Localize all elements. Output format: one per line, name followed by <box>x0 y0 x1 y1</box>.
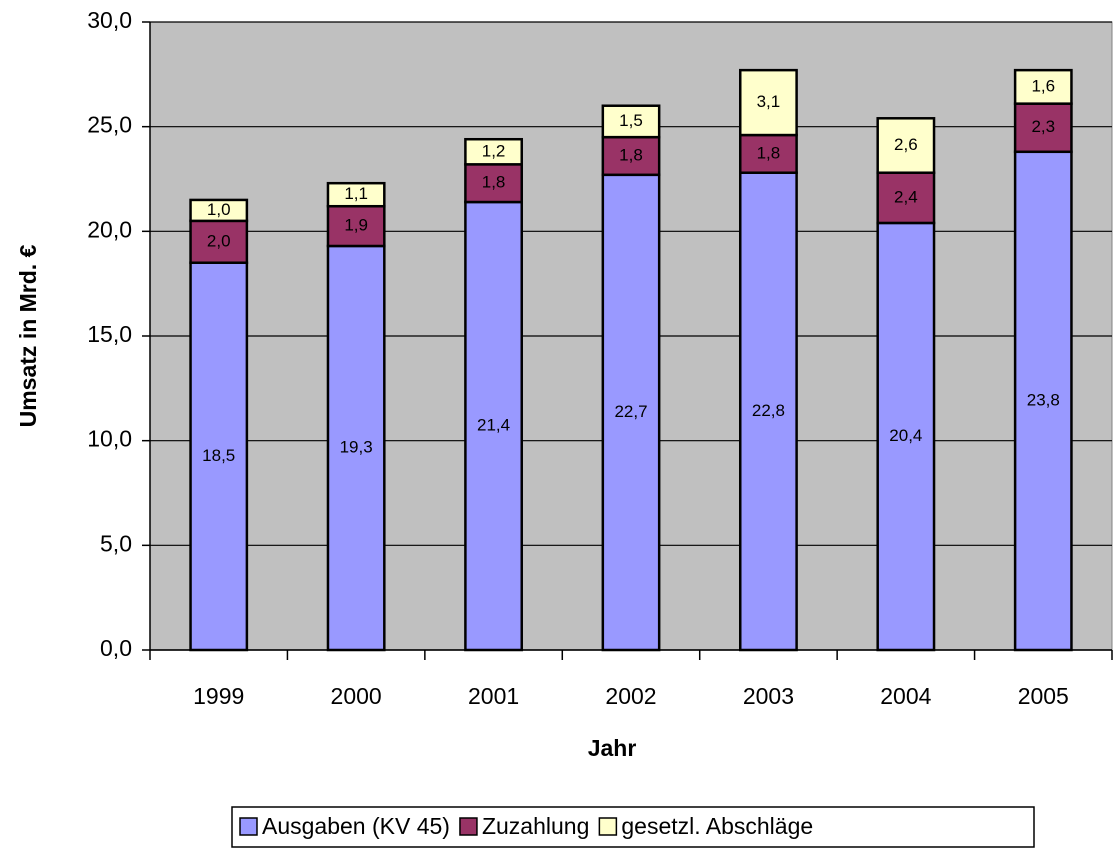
y-axis-label: Umsatz in Mrd. € <box>15 244 41 427</box>
value-label: 2,4 <box>894 187 918 206</box>
value-label: 23,8 <box>1027 390 1060 409</box>
value-label: 22,8 <box>752 401 785 420</box>
bar-segment <box>876 117 936 174</box>
value-label: 1,1 <box>344 184 368 203</box>
value-label: 22,7 <box>614 402 647 421</box>
x-axis-label: Jahr <box>588 735 637 761</box>
value-label: 1,6 <box>1031 76 1055 95</box>
value-label: 1,0 <box>207 200 231 219</box>
value-label: 3,1 <box>757 92 781 111</box>
legend-box <box>231 806 1035 848</box>
bar-segment <box>326 181 386 208</box>
legend-label: gesetzl. Abschläge <box>621 813 813 839</box>
y-tick-label: 20,0 <box>87 216 132 242</box>
value-label: 1,8 <box>619 145 643 164</box>
legend-label: Ausgaben (KV 45) <box>262 813 450 839</box>
x-tick-label: 2000 <box>331 683 382 709</box>
bar-segment <box>601 173 661 652</box>
bar-segment <box>1013 68 1073 105</box>
value-label: 1,8 <box>757 143 781 162</box>
x-tick-label: 2003 <box>743 683 794 709</box>
value-label: 21,4 <box>477 415 510 434</box>
bar-segment <box>189 198 249 223</box>
bar-segment <box>189 261 249 652</box>
bar-segment <box>464 200 523 652</box>
value-label: 1,9 <box>344 216 368 235</box>
bar-segment <box>739 171 798 652</box>
bar-segment <box>326 244 386 652</box>
bar-segment <box>326 204 386 248</box>
y-tick-label: 10,0 <box>87 426 132 452</box>
value-label: 1,8 <box>482 173 506 192</box>
value-label: 1,2 <box>482 141 506 160</box>
x-tick-label: 2002 <box>605 683 656 709</box>
x-tick-label: 2005 <box>1018 683 1069 709</box>
legend-swatch <box>239 817 258 836</box>
y-tick-label: 30,0 <box>87 7 132 33</box>
value-label: 1,5 <box>619 111 643 130</box>
value-label: 2,0 <box>207 231 231 250</box>
x-tick-label: 2004 <box>880 683 931 709</box>
bar-segment <box>601 135 661 177</box>
bar-segment <box>464 137 523 166</box>
value-label: 2,3 <box>1031 117 1055 136</box>
value-label: 2,6 <box>894 135 918 154</box>
x-tick-label: 2001 <box>468 683 519 709</box>
legend-swatch <box>459 817 478 836</box>
bar-segment <box>739 133 798 174</box>
x-tick-label: 1999 <box>193 683 244 709</box>
value-label: 18,5 <box>202 446 235 465</box>
y-tick-label: 25,0 <box>87 112 132 138</box>
value-label: 19,3 <box>340 437 373 456</box>
bar-segment <box>601 104 661 139</box>
bar-segment <box>739 68 798 137</box>
y-tick-label: 0,0 <box>100 635 132 661</box>
legend-swatch <box>598 817 618 836</box>
legend-label: Zuzahlung <box>482 813 589 839</box>
bar-segment <box>1013 150 1073 652</box>
bar-segment <box>876 171 936 225</box>
y-tick-label: 15,0 <box>87 321 132 347</box>
y-tick-label: 5,0 <box>100 530 132 556</box>
value-label: 20,4 <box>889 426 922 445</box>
bar-segment <box>876 221 936 652</box>
